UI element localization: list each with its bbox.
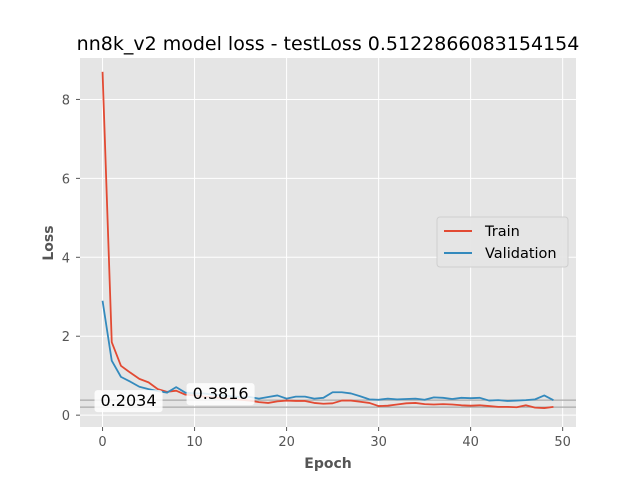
y-tick-label: 6 xyxy=(62,172,70,187)
annotation-label: 0.2034 xyxy=(101,391,157,410)
legend: Train Validation xyxy=(436,216,569,268)
series-line-validation xyxy=(101,300,554,402)
x-tick-label: 40 xyxy=(462,435,479,450)
y-tick-label: 2 xyxy=(62,330,70,345)
chart-title: nn8k_v2 model loss - testLoss 0.51228660… xyxy=(77,33,580,55)
x-tick-label: 0 xyxy=(98,435,106,450)
annotation-label: 0.3816 xyxy=(193,384,249,403)
x-tick-label: 50 xyxy=(554,435,571,450)
x-axis: 0 10 20 30 40 50 xyxy=(98,427,571,450)
grid xyxy=(80,58,576,427)
x-axis-label: Epoch xyxy=(304,456,351,472)
y-tick-label: 0 xyxy=(62,409,70,424)
x-tick-label: 10 xyxy=(186,435,203,450)
annotation-box xyxy=(186,383,255,406)
y-tick-label: 4 xyxy=(62,251,70,266)
legend-box xyxy=(436,216,569,268)
legend-label-train: Train xyxy=(484,224,520,240)
y-tick-label: 8 xyxy=(62,93,70,108)
series-lines xyxy=(101,71,554,409)
annotation-box xyxy=(94,390,163,413)
x-tick-label: 20 xyxy=(278,435,295,450)
annotations: 0.2034 0.3816 xyxy=(94,383,255,413)
x-tick-label: 30 xyxy=(370,435,387,450)
legend-label-validation: Validation xyxy=(485,246,557,262)
y-axis: 0 2 4 6 8 xyxy=(62,93,80,424)
series-line-train xyxy=(101,71,554,409)
y-axis-label: Loss xyxy=(41,225,57,260)
